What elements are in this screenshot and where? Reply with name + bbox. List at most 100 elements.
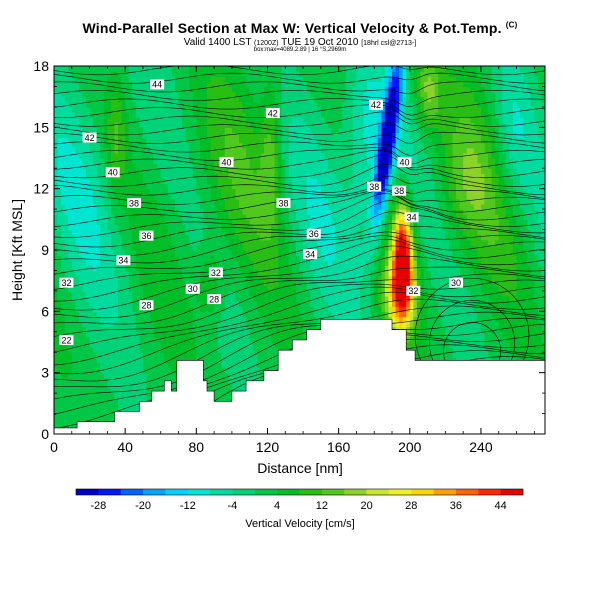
velocity-cell [267,81,272,88]
velocity-cell [164,86,169,93]
velocity-cell [185,311,190,318]
velocity-cell [160,106,165,113]
velocity-cell [89,158,94,164]
velocity-cell [103,270,108,277]
velocity-cell [260,71,265,77]
velocity-cell [167,331,173,338]
velocity-cell [71,229,76,236]
velocity-cell [235,178,240,185]
velocity-cell [150,188,155,195]
velocity-cell [110,86,116,93]
velocity-cell [292,224,297,231]
velocity-cell [214,260,219,266]
velocity-cell [146,388,151,394]
velocity-cell [210,76,215,82]
velocity-cell [96,117,101,123]
velocity-cell [121,71,126,77]
velocity-cell [57,66,62,72]
velocity-cell [224,352,229,358]
velocity-cell [118,137,123,144]
velocity-cell [68,270,73,277]
velocity-cell [139,296,144,302]
velocity-cell [246,265,251,272]
velocity-cell [75,260,80,266]
velocity-cell [96,178,101,185]
velocity-cell [57,142,62,149]
velocity-cell [235,331,240,338]
velocity-cell [103,193,108,200]
velocity-cell [118,265,123,272]
velocity-cell [100,198,105,205]
velocity-cell [199,265,205,272]
velocity-cell [256,311,261,318]
velocity-cell [110,193,116,200]
velocity-cell [93,86,98,93]
velocity-cell [57,168,62,174]
velocity-cell [89,275,94,282]
velocity-cell [196,106,201,113]
velocity-cell [75,301,80,307]
velocity-cell [107,112,112,118]
velocity-cell [71,219,76,226]
velocity-cell [288,260,293,266]
velocity-cell [256,229,261,236]
velocity-cell [256,306,261,312]
velocity-cell [61,66,66,72]
velocity-cell [178,285,183,292]
velocity-cell [114,270,119,277]
velocity-cell [153,224,158,231]
velocity-cell [185,331,190,338]
velocity-cell [249,306,254,312]
velocity-cell [75,398,80,404]
velocity-cell [121,224,126,231]
velocity-cell [203,71,208,77]
velocity-cell [246,306,251,312]
velocity-cell [54,158,59,164]
velocity-cell [278,280,283,287]
velocity-cell [199,127,205,134]
velocity-cell [192,81,197,88]
velocity-cell [89,173,94,180]
velocity-cell [263,183,269,190]
velocity-cell [114,347,119,353]
velocity-cell [89,347,94,353]
velocity-cell [246,367,251,374]
velocity-cell [146,147,151,154]
velocity-cell [118,377,123,384]
velocity-cell [71,209,76,215]
velocity-cell [178,86,183,93]
velocity-cell [260,357,265,364]
velocity-cell [160,342,165,348]
velocity-cell [54,398,59,404]
velocity-cell [110,393,116,399]
velocity-cell [61,101,66,108]
velocity-cell [292,71,297,77]
velocity-cell [242,265,247,272]
velocity-cell [246,311,251,318]
velocity-cell [121,347,126,353]
velocity-cell [125,188,130,195]
velocity-cell [249,183,254,190]
velocity-cell [71,106,76,113]
velocity-cell [142,147,148,154]
velocity-cell [75,403,80,410]
velocity-cell [78,178,84,185]
velocity-cell [164,101,169,108]
velocity-cell [153,352,158,358]
velocity-cell [167,71,173,77]
velocity-cell [185,158,190,164]
velocity-cell [196,188,201,195]
velocity-cell [292,173,297,180]
velocity-cell [103,321,108,328]
velocity-cell [292,142,297,149]
velocity-cell [118,306,123,312]
velocity-cell [199,229,205,236]
velocity-cell [153,214,158,220]
velocity-cell [64,347,69,353]
velocity-cell [107,382,112,389]
velocity-cell [118,86,123,93]
velocity-cell [253,66,258,72]
velocity-cell [253,127,258,134]
velocity-cell [171,91,176,98]
velocity-cell [246,342,251,348]
